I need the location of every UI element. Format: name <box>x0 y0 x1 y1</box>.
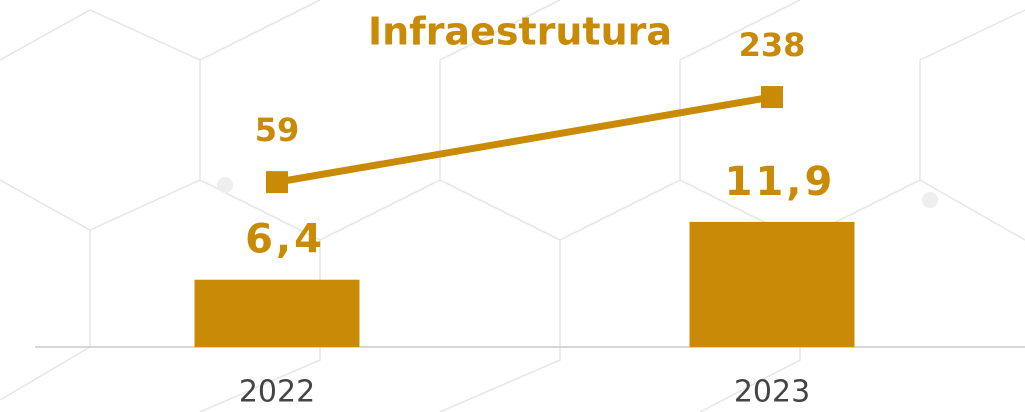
line-value-label: 59 <box>255 111 300 149</box>
x-tick-label: 2023 <box>734 375 810 410</box>
line-marker <box>761 86 783 109</box>
chart-title: Infraestrutura <box>368 10 672 54</box>
bar-value-label: 11,9 <box>725 159 836 205</box>
bar <box>194 279 360 347</box>
bar-value-label: 6,4 <box>245 217 325 263</box>
x-tick-label: 2022 <box>239 375 315 410</box>
line-value-label: 238 <box>739 26 806 64</box>
bar <box>689 221 855 347</box>
line <box>276 93 773 186</box>
line-marker <box>266 171 288 194</box>
